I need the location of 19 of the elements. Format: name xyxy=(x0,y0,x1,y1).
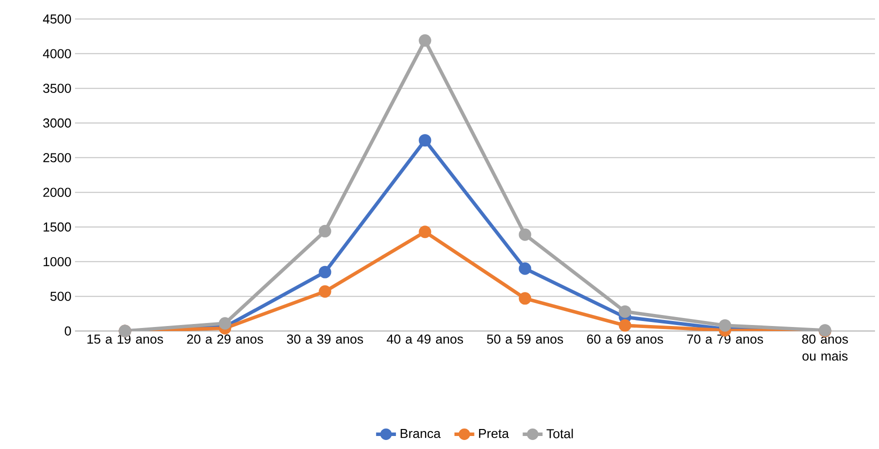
y-tick-label: 2500 xyxy=(43,153,71,162)
y-tick-label: 500 xyxy=(50,292,71,301)
x-tick-label: 30 a 39 anos xyxy=(286,334,364,344)
y-tick-label: 1000 xyxy=(44,257,71,266)
x-tick-label: 20 a 29 anos xyxy=(187,334,264,344)
x-tick-label: 50 a 59 anos xyxy=(486,334,564,344)
y-tick-label: 2000 xyxy=(43,188,71,197)
y-tick-label: 1500 xyxy=(44,222,71,232)
legend-label: Total xyxy=(546,428,573,438)
y-tick-label: 3500 xyxy=(43,84,71,93)
legend-label: Branca xyxy=(400,429,441,438)
legend-label: Preta xyxy=(479,429,509,438)
x-tick-label: 60 a 69 anos xyxy=(587,334,664,344)
y-tick-label: 3000 xyxy=(43,118,71,128)
x-tick-label: 40 a 49 anos xyxy=(386,334,464,344)
x-tick-label: 80 anos ou mais xyxy=(802,334,848,361)
y-tick-label: 4000 xyxy=(42,49,71,58)
y-tick-label: 4500 xyxy=(42,14,71,24)
y-tick-label: 0 xyxy=(64,326,71,336)
